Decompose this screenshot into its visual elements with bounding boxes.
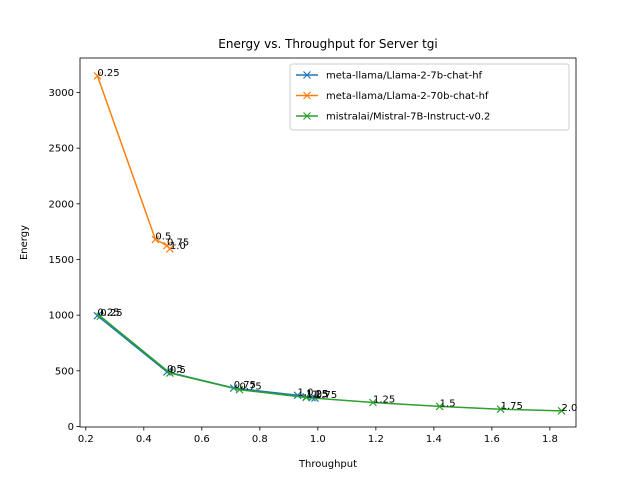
data-point-marker: [151, 235, 160, 244]
x-tick-label: 0.4: [136, 434, 152, 445]
data-point-marker: [496, 405, 505, 414]
x-tick-label: 1.6: [484, 434, 500, 445]
data-point-label: 0.25: [97, 68, 119, 79]
x-tick-label: 0.8: [252, 434, 268, 445]
x-tick-label: 1.8: [542, 434, 558, 445]
data-point-label: 1.25: [306, 389, 328, 400]
x-axis-label: Throughput: [298, 459, 357, 470]
data-point-marker: [96, 312, 105, 321]
y-tick-label: 1500: [49, 255, 74, 266]
chart-title: Energy vs. Throughput for Server tgi: [218, 37, 437, 51]
data-point-label: 1.5: [440, 398, 456, 409]
series-line: [99, 315, 562, 412]
legend-marker: [303, 112, 311, 120]
data-point-label: 1.0: [298, 387, 314, 398]
x-tick-label: 1.0: [310, 434, 326, 445]
data-point-marker: [93, 71, 102, 80]
data-point-marker: [302, 393, 311, 402]
y-tick-label: 2000: [49, 199, 74, 210]
legend-entry-label: meta-llama/Llama-2-7b-chat-hf: [326, 71, 483, 82]
data-point-marker: [235, 385, 244, 394]
y-tick-label: 1000: [49, 311, 74, 322]
data-point-label: 1.25: [373, 395, 395, 406]
data-point-marker: [93, 311, 102, 320]
legend-entry-label: meta-llama/Llama-2-70b-chat-hf: [326, 91, 489, 102]
axis-ticks: 0.2 0.4 0.6 0.8 1.0 1.2 1.4 1.6 1.8 0 500 1000 1500 2…: [49, 88, 558, 445]
data-point-marker: [293, 391, 302, 400]
series-lines: [93, 71, 566, 415]
data-point-label: 1.5: [312, 390, 328, 401]
legend-box: [289, 63, 570, 131]
x-tick-label: 1.4: [426, 434, 442, 445]
data-point-label: 0.25: [97, 308, 119, 319]
x-tick-label: 0.2: [78, 434, 94, 445]
data-point-label: 0.75: [240, 382, 262, 393]
data-point-marker: [557, 406, 566, 415]
data-point-label: 1.0: [306, 390, 322, 401]
y-tick-label: 2500: [49, 144, 74, 155]
y-tick-label: 0: [68, 422, 74, 433]
y-tick-label: 3000: [49, 88, 74, 99]
data-point-label: 0.75: [167, 238, 189, 249]
data-point-label: 0.5: [170, 365, 186, 376]
data-point-label: 2.0: [561, 403, 577, 414]
data-point-label: 1.75: [501, 401, 523, 412]
x-tick-label: 0.6: [194, 434, 210, 445]
data-point-marker: [165, 369, 174, 377]
data-point-label: 0.5: [155, 231, 171, 242]
data-point-label: 0.75: [234, 380, 256, 391]
data-point-label: 0.25: [100, 308, 122, 319]
y-tick-label: 500: [55, 366, 74, 377]
data-point-label: 1.75: [315, 390, 337, 401]
legend-marker: [303, 71, 311, 79]
data-point-marker: [435, 402, 444, 411]
x-tick-label: 1.2: [368, 434, 384, 445]
legend: meta-llama/Llama-2-7b-chat-hf meta-llama/…: [289, 63, 570, 131]
data-point-marker: [165, 244, 174, 253]
point-labels: 0.250.50.751.01.251.51.750.250.50.751.00…: [97, 68, 577, 414]
legend-marker: [303, 91, 311, 100]
data-point-marker: [369, 398, 377, 407]
plot-frame: [79, 57, 577, 428]
data-point-label: 0.5: [167, 364, 183, 375]
legend-entry-label: mistralai/Mistral-7B-Instruct-v0.2: [326, 112, 490, 123]
data-point-label: 1.0: [170, 241, 186, 252]
y-axis-label: Energy: [19, 225, 30, 260]
